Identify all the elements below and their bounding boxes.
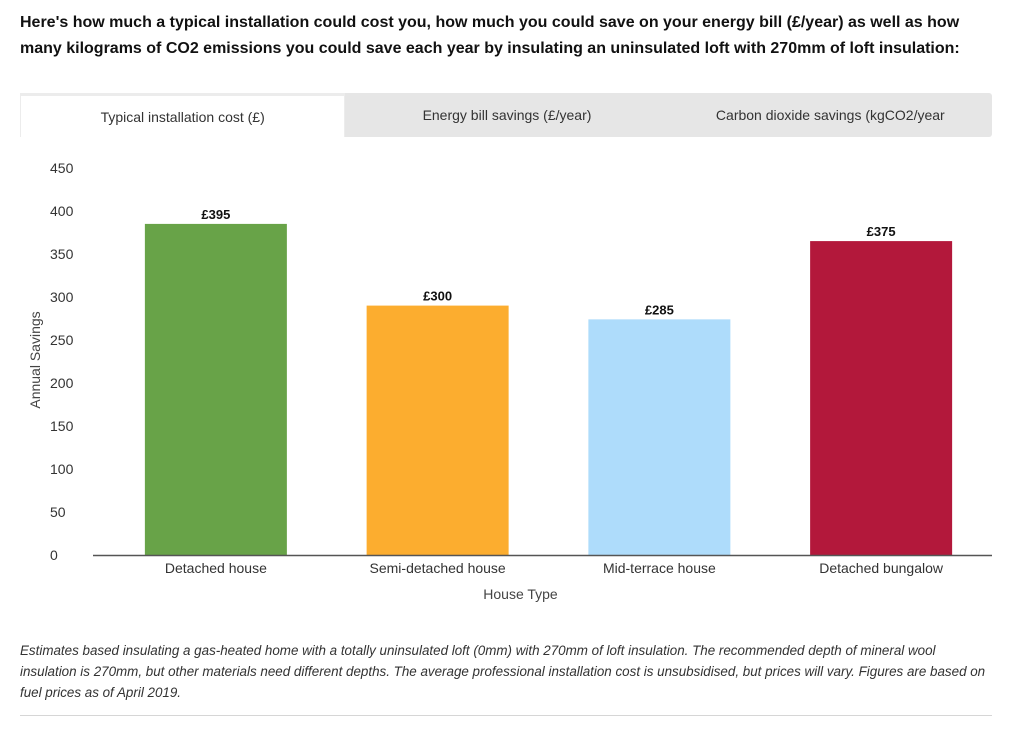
x-tick-label: Detached house [165,560,267,576]
bar[interactable] [144,223,287,555]
y-tick-label: 300 [50,289,74,305]
y-tick-label: 150 [50,418,74,434]
tab-carbon-dioxide-savings[interactable]: Carbon dioxide savings (kgCO2/year [715,107,945,123]
bar-value-label: £375 [867,224,896,239]
x-axis-ticks: Detached house Semi-detached house Mid-ter… [165,560,944,576]
y-tick-label: 100 [50,461,74,477]
tab-energy-bill-savings[interactable]: Energy bill savings (£/year) [422,107,592,123]
footnote: Estimates based insulating a gas-heated … [20,643,986,700]
tab-bar: Typical installation cost (£) Energy bil… [20,93,992,137]
bar[interactable] [588,319,731,555]
bar-value-label: £300 [423,289,452,304]
y-axis-title: Annual Savings [27,311,43,408]
bar[interactable] [810,241,953,555]
bar-value-label: £395 [201,207,230,222]
y-tick-label: 0 [50,547,58,563]
y-tick-label: 250 [50,332,74,348]
x-tick-label: Mid-terrace house [603,560,716,576]
bar-chart: 0 50 100 150 200 250 300 350 400 450 £395 £300 £285… [27,160,992,602]
bar-value-label: £285 [645,302,674,317]
bar-value-labels: £395 £300 £285 £375 [201,207,895,317]
x-tick-label: Semi-detached house [370,560,506,576]
y-axis-ticks: 0 50 100 150 200 250 300 350 400 450 [50,160,74,563]
bar[interactable] [366,305,509,555]
y-tick-label: 200 [50,375,74,391]
x-axis-title: House Type [483,586,558,602]
intro-text: Here's how much a typical installation c… [20,14,960,57]
divider [20,715,992,716]
tab-installation-cost[interactable]: Typical installation cost (£) [20,93,346,137]
y-tick-label: 450 [50,160,74,176]
bars [144,223,953,555]
y-tick-label: 50 [50,504,66,520]
x-tick-label: Detached bungalow [819,560,944,576]
y-tick-label: 400 [50,203,74,219]
y-tick-label: 350 [50,246,74,262]
